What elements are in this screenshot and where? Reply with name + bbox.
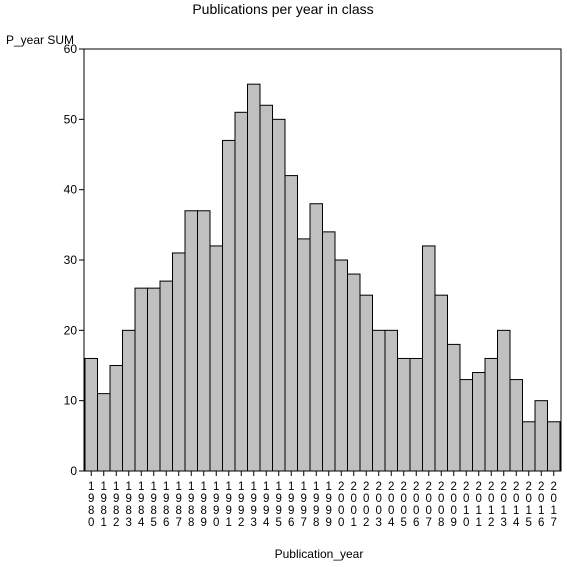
bar-1990 xyxy=(209,245,223,472)
x-axis-label: Publication_year xyxy=(275,547,364,561)
x-axis: 1 9 8 0 1 9 8 1 1 9 8 2 1 9 8 3 1 9 8 4 1 9 8 5 1 9 8 6 1 9 8 7 1 9 8 8 1 9 8 9… xyxy=(88,471,557,529)
bar-2008 xyxy=(434,294,448,472)
bar-1994 xyxy=(259,104,273,472)
y-tick-label: 50 xyxy=(64,112,78,126)
bar-1982 xyxy=(109,365,123,472)
bar-2007 xyxy=(422,245,436,472)
bar-2003 xyxy=(372,329,386,472)
bars-group xyxy=(84,83,561,472)
y-tick-label: 10 xyxy=(64,394,78,408)
bar-1986 xyxy=(159,280,173,472)
y-tick-label: 0 xyxy=(70,464,77,478)
bar-2006 xyxy=(409,357,423,472)
bar-1981 xyxy=(97,393,111,472)
bar-2002 xyxy=(359,294,373,472)
bar-1999 xyxy=(322,231,336,472)
y-axis-label: P_year SUM xyxy=(6,33,74,47)
bar-2009 xyxy=(447,343,461,472)
bar-2012 xyxy=(484,357,498,472)
bar-1984 xyxy=(134,287,148,472)
bar-1991 xyxy=(222,139,236,472)
bar-1998 xyxy=(309,203,323,472)
bar-2016 xyxy=(534,400,548,472)
y-tick-label: 40 xyxy=(64,183,78,197)
bar-2014 xyxy=(509,379,523,472)
bar-2015 xyxy=(522,421,536,472)
bar-1995 xyxy=(272,118,286,472)
bar-1993 xyxy=(247,83,261,472)
bar-1987 xyxy=(172,252,186,472)
bar-1997 xyxy=(297,238,311,472)
bar-2005 xyxy=(397,357,411,472)
bar-2017 xyxy=(547,421,561,472)
bar-1992 xyxy=(234,111,248,472)
bar-1980 xyxy=(84,357,98,472)
y-tick-label: 60 xyxy=(64,42,78,56)
bar-1996 xyxy=(284,175,298,472)
y-axis: 0 10 20 30 40 50 60 xyxy=(64,42,84,478)
bar-2001 xyxy=(347,273,361,472)
y-tick-label: 20 xyxy=(64,323,78,337)
bar-2011 xyxy=(472,372,486,472)
bar-2000 xyxy=(334,259,348,472)
bar-2013 xyxy=(497,329,511,472)
y-tick-label: 30 xyxy=(64,253,78,267)
bar-1989 xyxy=(197,210,211,472)
chart-title: Publications per year in class xyxy=(192,1,373,17)
bar-1985 xyxy=(147,287,161,472)
plot-frame xyxy=(83,48,562,472)
bar-1983 xyxy=(122,329,136,472)
bar-1988 xyxy=(184,210,198,472)
bar-2010 xyxy=(459,379,473,472)
bar-2004 xyxy=(384,329,398,472)
